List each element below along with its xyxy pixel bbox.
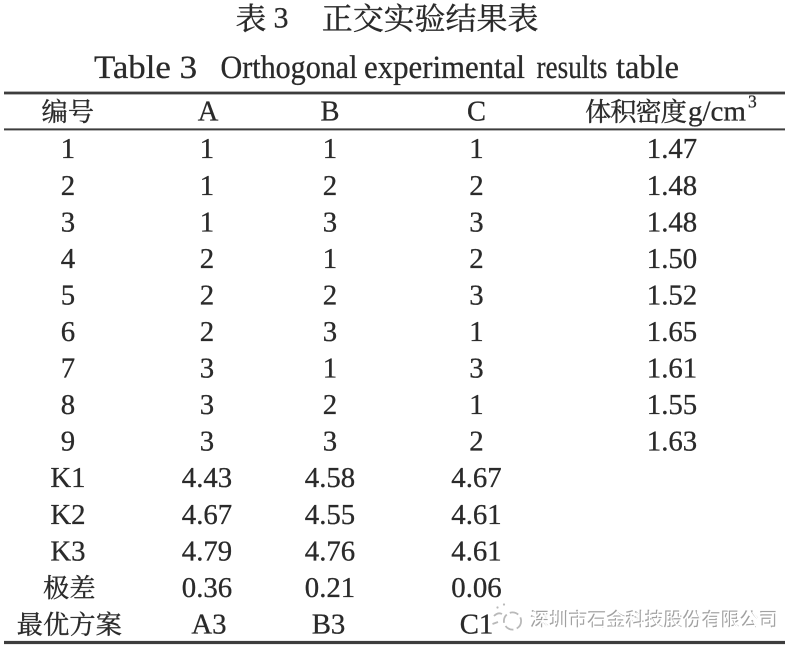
svg-text:4.67: 4.67: [182, 499, 232, 531]
svg-text:1: 1: [469, 389, 483, 421]
svg-text:3: 3: [469, 279, 483, 311]
svg-text:1.55: 1.55: [647, 389, 697, 421]
svg-text:1.65: 1.65: [647, 316, 697, 348]
svg-text:4: 4: [61, 243, 75, 275]
svg-text:3: 3: [274, 2, 289, 35]
svg-text:4.76: 4.76: [305, 535, 355, 567]
svg-text:0.36: 0.36: [182, 572, 232, 604]
svg-text:2: 2: [323, 279, 337, 311]
svg-text:Orthogonal: Orthogonal: [221, 50, 358, 86]
svg-text:2: 2: [61, 170, 75, 202]
svg-text:4.79: 4.79: [182, 535, 232, 567]
svg-text:1: 1: [200, 133, 214, 165]
svg-text:4.55: 4.55: [305, 499, 355, 531]
svg-text:B: B: [320, 97, 339, 128]
svg-text:1.48: 1.48: [647, 170, 697, 202]
svg-text:4.61: 4.61: [451, 499, 501, 531]
svg-text:1.50: 1.50: [647, 243, 697, 275]
svg-text:3: 3: [323, 426, 337, 458]
svg-text:1: 1: [469, 133, 483, 165]
svg-text:3: 3: [200, 389, 214, 421]
svg-text:experimental: experimental: [364, 50, 525, 86]
svg-text:1.63: 1.63: [647, 426, 697, 458]
svg-text:3: 3: [469, 206, 483, 238]
svg-text:1: 1: [200, 170, 214, 202]
svg-text:2: 2: [323, 389, 337, 421]
svg-text:4.43: 4.43: [182, 462, 232, 494]
svg-text:7: 7: [61, 353, 75, 385]
svg-text:2: 2: [323, 170, 337, 202]
svg-text:A3: A3: [191, 609, 226, 641]
svg-text:g/cm: g/cm: [688, 96, 746, 128]
svg-text:Table 3: Table 3: [94, 50, 197, 86]
svg-text:1.47: 1.47: [647, 133, 697, 165]
svg-text:0.06: 0.06: [451, 572, 501, 604]
svg-text:4.61: 4.61: [451, 535, 501, 567]
svg-text:3: 3: [200, 353, 214, 385]
svg-text:1.52: 1.52: [647, 279, 697, 311]
svg-text:3: 3: [323, 206, 337, 238]
svg-text:3: 3: [200, 426, 214, 458]
svg-text:K3: K3: [50, 535, 85, 567]
svg-text:A: A: [198, 97, 219, 128]
svg-text:1.61: 1.61: [647, 353, 697, 385]
svg-text:C: C: [467, 97, 486, 128]
svg-text:2: 2: [469, 243, 483, 275]
svg-text:3: 3: [323, 316, 337, 348]
svg-text:B3: B3: [312, 609, 346, 641]
svg-text:4.67: 4.67: [451, 462, 501, 494]
svg-text:3: 3: [469, 353, 483, 385]
svg-text:K1: K1: [50, 462, 85, 494]
svg-text:1: 1: [61, 133, 75, 165]
svg-text:3: 3: [61, 206, 75, 238]
svg-text:1: 1: [323, 353, 337, 385]
svg-text:1: 1: [200, 206, 214, 238]
svg-text:1: 1: [469, 316, 483, 348]
svg-text:8: 8: [61, 389, 75, 421]
svg-text:C1: C1: [460, 609, 494, 641]
svg-text:2: 2: [200, 316, 214, 348]
svg-text:1: 1: [323, 243, 337, 275]
svg-text:3: 3: [748, 91, 757, 111]
svg-text:results: results: [537, 50, 608, 86]
svg-text:2: 2: [469, 426, 483, 458]
svg-text:2: 2: [469, 170, 483, 202]
svg-text:1.48: 1.48: [647, 206, 697, 238]
svg-text:0.21: 0.21: [305, 572, 355, 604]
svg-text:4.58: 4.58: [305, 462, 355, 494]
svg-text:1: 1: [323, 133, 337, 165]
svg-text:table: table: [616, 50, 679, 86]
svg-text:2: 2: [200, 243, 214, 275]
svg-text:9: 9: [61, 426, 75, 458]
svg-text:6: 6: [61, 316, 75, 348]
svg-text:5: 5: [61, 279, 75, 311]
svg-text:2: 2: [200, 279, 214, 311]
svg-text:K2: K2: [50, 499, 85, 531]
